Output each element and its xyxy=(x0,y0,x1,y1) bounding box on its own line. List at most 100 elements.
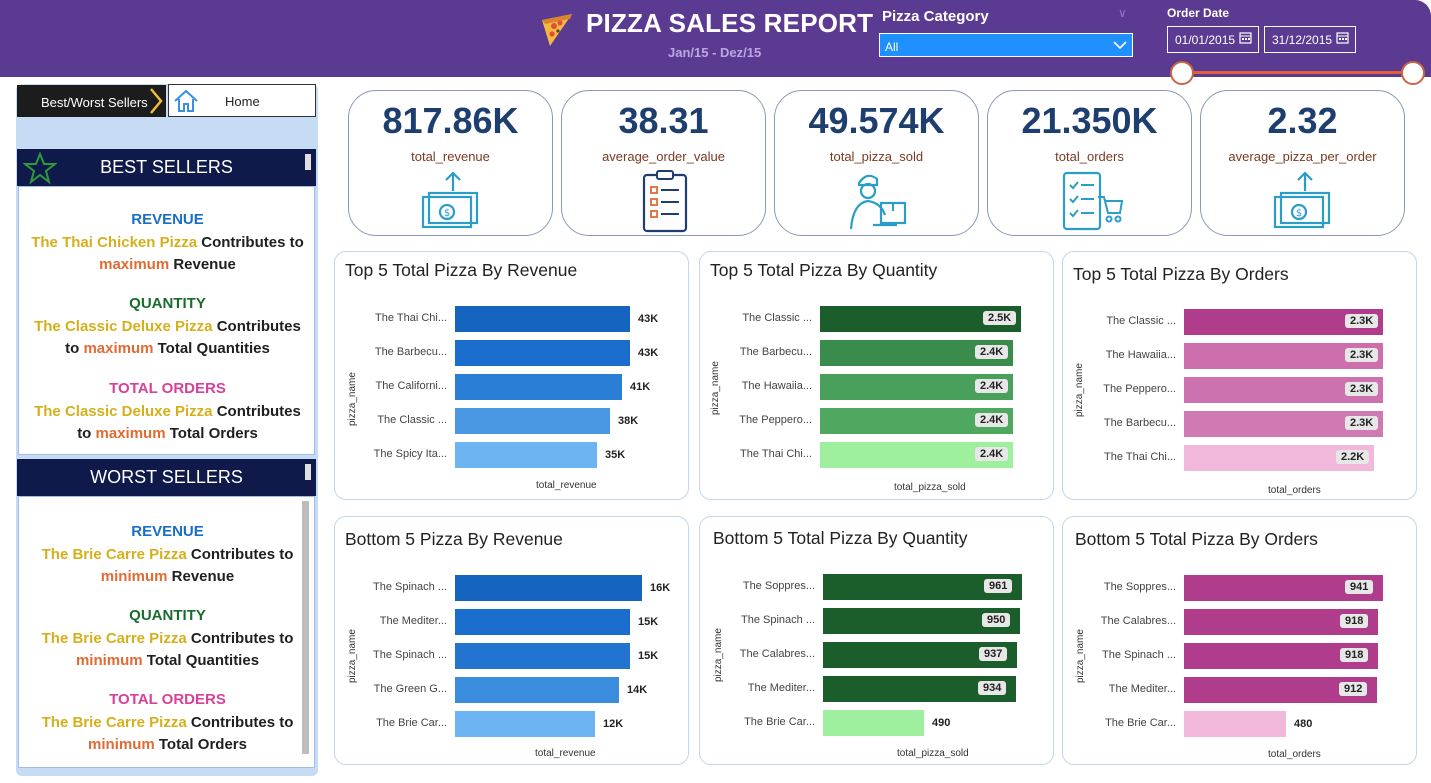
kpi-card-total-revenue: 817.86K total_revenue $ xyxy=(348,90,553,236)
home-button[interactable]: Home xyxy=(168,84,316,117)
bar[interactable] xyxy=(1184,711,1286,737)
bar-value-label: 934 xyxy=(978,681,1007,695)
bar-value-label: 490 xyxy=(932,717,951,729)
page-subtitle: Jan/15 - Dez/15 xyxy=(668,45,762,60)
bar-category-label: The Mediter... xyxy=(1108,683,1176,695)
bar-value-label: 2.3K xyxy=(1345,314,1379,328)
chart-title: Bottom 5 Pizza By Revenue xyxy=(345,529,563,549)
worst-quantity-block: QUANTITY The Brie Carre Pizza Contribute… xyxy=(19,605,316,673)
worst-quantity-text: Contributes to xyxy=(186,629,294,647)
bar[interactable] xyxy=(455,677,619,703)
pizza-category-dropdown[interactable]: All xyxy=(879,33,1133,57)
bar[interactable] xyxy=(455,442,597,468)
bar-value-label: 2.3K xyxy=(1345,348,1379,362)
bar-value-label: 43K xyxy=(638,313,659,325)
bar-value-label: 16K xyxy=(650,582,671,594)
bar-category-label: The Classic ... xyxy=(1106,315,1176,327)
best-worst-sellers-button[interactable]: Best/Worst Sellers xyxy=(17,85,166,117)
bar[interactable] xyxy=(455,609,630,635)
bar-category-label: The Spinach ... xyxy=(373,581,447,593)
calendar-icon[interactable] xyxy=(1336,31,1349,44)
order-date-label: Order Date xyxy=(1167,6,1230,20)
best-sellers-header: BEST SELLERS xyxy=(17,149,316,186)
bar-value-label: 480 xyxy=(1294,718,1313,730)
bar-category-label: The Mediter... xyxy=(379,615,447,627)
bar-value-label: 15K xyxy=(638,616,659,628)
money-upload-icon: $ xyxy=(421,171,479,229)
bar-value-label: 2.2K xyxy=(1336,450,1370,464)
worst-sellers-scrollbar[interactable] xyxy=(302,501,309,754)
chart-top5-orders: Top 5 Total Pizza By Orders pizza_name t… xyxy=(1062,251,1417,500)
bar-category-label: The Barbecu... xyxy=(374,346,447,358)
bar-category-label: The Barbecu... xyxy=(1103,417,1176,429)
order-list-cart-icon xyxy=(1062,171,1124,231)
date-from-input[interactable]: 01/01/2015 xyxy=(1167,26,1259,53)
worst-quantity-emphasis: minimum xyxy=(75,652,143,669)
bar-category-label: The Thai Chi... xyxy=(740,448,812,460)
bar[interactable] xyxy=(823,710,924,736)
worst-orders-text: Contributes to xyxy=(186,713,294,731)
bar-category-label: The Brie Car... xyxy=(744,716,815,728)
svg-text:$: $ xyxy=(1296,208,1302,219)
bar-category-label: The Soppres... xyxy=(1103,581,1176,593)
x-axis-label: total_orders xyxy=(1268,485,1321,496)
date-to-input[interactable]: 31/12/2015 xyxy=(1264,26,1356,53)
kpi-label: total_orders xyxy=(1055,149,1124,164)
bar-value-label: 38K xyxy=(618,415,639,427)
kpi-label: average_pizza_per_order xyxy=(1228,149,1377,164)
bar[interactable] xyxy=(455,374,622,400)
bar-value-label: 937 xyxy=(979,647,1008,661)
chevron-down-icon[interactable]: ∨ xyxy=(1118,6,1127,20)
x-axis-label: total_orders xyxy=(1268,749,1321,760)
scrollbar-thumb[interactable] xyxy=(305,154,311,170)
money-upload-icon: $ xyxy=(1273,171,1331,229)
best-sellers-title: BEST SELLERS xyxy=(100,157,233,177)
bar-value-label: 12K xyxy=(603,718,624,730)
bar-value-label: 912 xyxy=(1339,682,1368,696)
bar[interactable] xyxy=(455,575,642,601)
best-worst-sellers-label: Best/Worst Sellers xyxy=(41,95,148,110)
chart-title: Bottom 5 Total Pizza By Orders xyxy=(1075,529,1318,549)
bar[interactable] xyxy=(455,306,630,332)
bar-value-label: 2.4K xyxy=(975,379,1009,393)
scrollbar-thumb[interactable] xyxy=(305,464,311,480)
bar[interactable] xyxy=(455,643,630,669)
bar-value-label: 2.3K xyxy=(1345,416,1379,430)
bar-category-label: The Calabres... xyxy=(1100,615,1176,627)
bar[interactable] xyxy=(455,711,595,737)
worst-revenue-pizza: The Brie Carre Pizza xyxy=(41,545,187,563)
kpi-card-total-pizza-sold: 49.574K total_pizza_sold xyxy=(774,90,979,236)
bar-category-label: The Spinach ... xyxy=(741,614,815,626)
worst-orders-emphasis: minimum xyxy=(88,736,155,753)
kpi-value: 817.86K xyxy=(382,100,519,141)
worst-revenue-text: Contributes to xyxy=(186,545,294,563)
bar-value-label: 2.4K xyxy=(975,413,1009,427)
chart-title: Top 5 Total Pizza By Quantity xyxy=(710,260,938,280)
worst-quantity-pizza: The Brie Carre Pizza xyxy=(41,629,187,647)
bar-category-label: The Mediter... xyxy=(747,682,815,694)
bar-value-label: 43K xyxy=(638,347,659,359)
best-revenue-emphasis: maximum xyxy=(99,256,170,273)
bar-category-label: The Soppres... xyxy=(742,580,815,592)
bar-category-label: The Brie Car... xyxy=(1105,717,1176,729)
worst-quantity-metric: Total Quantities xyxy=(142,652,260,669)
kpi-value: 21.350K xyxy=(1021,100,1158,141)
bar-value-label: 15K xyxy=(638,650,659,662)
bar[interactable] xyxy=(455,340,630,366)
kpi-label: total_revenue xyxy=(411,149,490,164)
date-range-start-handle[interactable] xyxy=(1170,61,1194,85)
worst-sellers-panel: REVENUE The Brie Carre Pizza Contributes… xyxy=(18,496,315,768)
worst-orders-block: TOTAL ORDERS The Brie Carre Pizza Contri… xyxy=(19,689,316,757)
date-to-value: 31/12/2015 xyxy=(1272,33,1333,47)
calendar-icon[interactable] xyxy=(1239,31,1252,44)
date-range-end-handle[interactable] xyxy=(1401,61,1425,85)
worst-revenue-heading: REVENUE xyxy=(131,523,204,540)
delivery-person-icon xyxy=(849,174,907,230)
worst-sellers-header: WORST SELLERS xyxy=(17,459,316,496)
bar-value-label: 918 xyxy=(1340,648,1369,662)
bar[interactable] xyxy=(455,408,610,434)
bar-value-label: 41K xyxy=(630,381,651,393)
bar-category-label: The Thai Chi... xyxy=(375,312,447,324)
date-range-slider-track[interactable] xyxy=(1181,71,1413,74)
kpi-value: 49.574K xyxy=(808,100,945,141)
